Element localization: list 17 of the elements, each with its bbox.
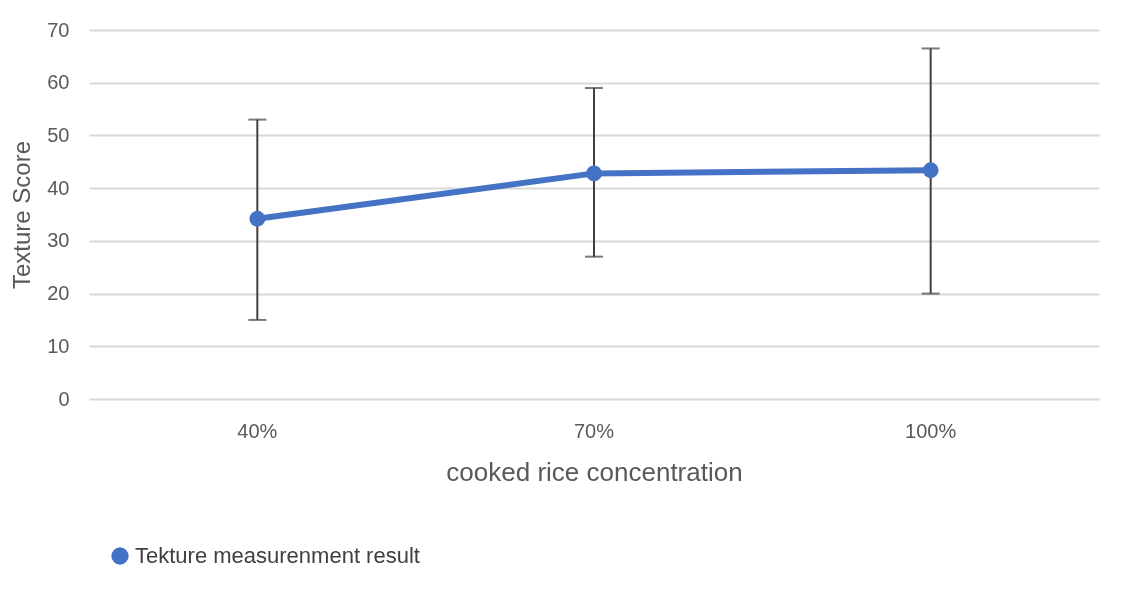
y-tick-label: 10 — [47, 334, 70, 357]
legend-label: Tekture measurenment result — [135, 543, 420, 568]
x-tick-label: 40% — [237, 419, 278, 442]
y-tick-label: 30 — [47, 229, 70, 252]
point — [249, 210, 266, 227]
y-axis-title: Texture Score — [8, 140, 36, 290]
y-tick-label: 0 — [58, 387, 70, 410]
y-tick-label: 70 — [47, 18, 70, 41]
x-tick-label: 70% — [573, 419, 615, 442]
point — [586, 165, 602, 182]
y-tick-label: 60 — [47, 71, 70, 94]
y-tick-label: 50 — [47, 123, 70, 146]
point — [922, 162, 939, 179]
y-tick-label: 20 — [47, 282, 70, 305]
x-axis-title: cooked rice concentration — [446, 456, 743, 487]
y-tick-label: 40 — [47, 176, 70, 199]
x-tick-label: 100% — [905, 419, 957, 442]
